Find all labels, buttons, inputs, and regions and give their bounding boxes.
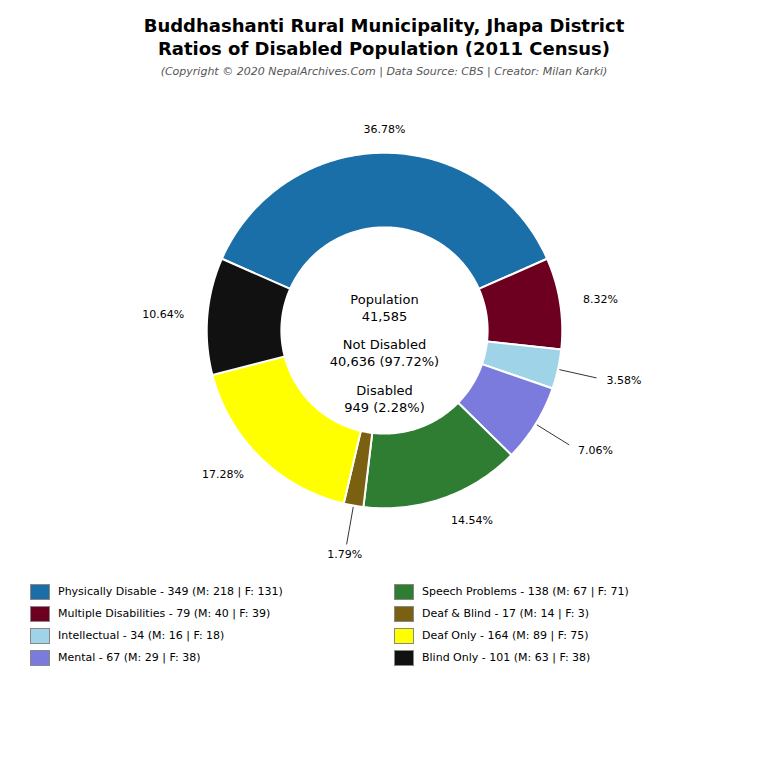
svg-text:Not Disabled40,636 (97.72%): Not Disabled40,636 (97.72%) <box>330 337 439 369</box>
html-text:Multiple Disabilities - 79 (M:: Multiple Disabilities - 79 (M: 40 | F: 3… <box>58 607 271 621</box>
svg-text:36.78%: 36.78% <box>364 123 406 136</box>
svg-text:1.79%: 1.79% <box>327 548 362 561</box>
html-text:(Copyright © 2020 NepalArchive: (Copyright © 2020 NepalArchives.Com | Da… <box>160 64 608 78</box>
svg-text:8.32%: 8.32% <box>583 293 618 306</box>
svg-text:3.58%: 3.58% <box>607 373 642 386</box>
svg-text:Population41,585: Population41,585 <box>350 292 418 324</box>
svg-text:14.54%: 14.54% <box>451 513 493 526</box>
html-text:Buddhashanti Rural Municipalit: Buddhashanti Rural Municipality, Jhapa D… <box>143 15 625 60</box>
svg-text:Disabled949 (2.28%): Disabled949 (2.28%) <box>344 383 424 415</box>
svg-text:17.28%: 17.28% <box>202 467 244 480</box>
svg-text:7.06%: 7.06% <box>578 444 613 457</box>
svg-text:10.64%: 10.64% <box>142 308 184 321</box>
html-text:Deaf & Blind - 17 (M: 14 | F:: Deaf & Blind - 17 (M: 14 | F: 3) <box>422 607 590 621</box>
html-text:Physically Disable - 349 (M: 2: Physically Disable - 349 (M: 218 | F: 13… <box>58 585 283 599</box>
html-text:Speech Problems - 138 (M: 67 |: Speech Problems - 138 (M: 67 | F: 71) <box>422 585 629 599</box>
html-text:Blind Only - 101 (M: 63 | F: 3: Blind Only - 101 (M: 63 | F: 38) <box>422 651 591 665</box>
html-text:Mental - 67 (M: 29 | F: 38): Mental - 67 (M: 29 | F: 38) <box>58 651 201 665</box>
html-text:Deaf Only - 164 (M: 89 | F: 75: Deaf Only - 164 (M: 89 | F: 75) <box>422 629 589 643</box>
html-text:Intellectual - 34 (M: 16 | F:: Intellectual - 34 (M: 16 | F: 18) <box>58 629 225 643</box>
